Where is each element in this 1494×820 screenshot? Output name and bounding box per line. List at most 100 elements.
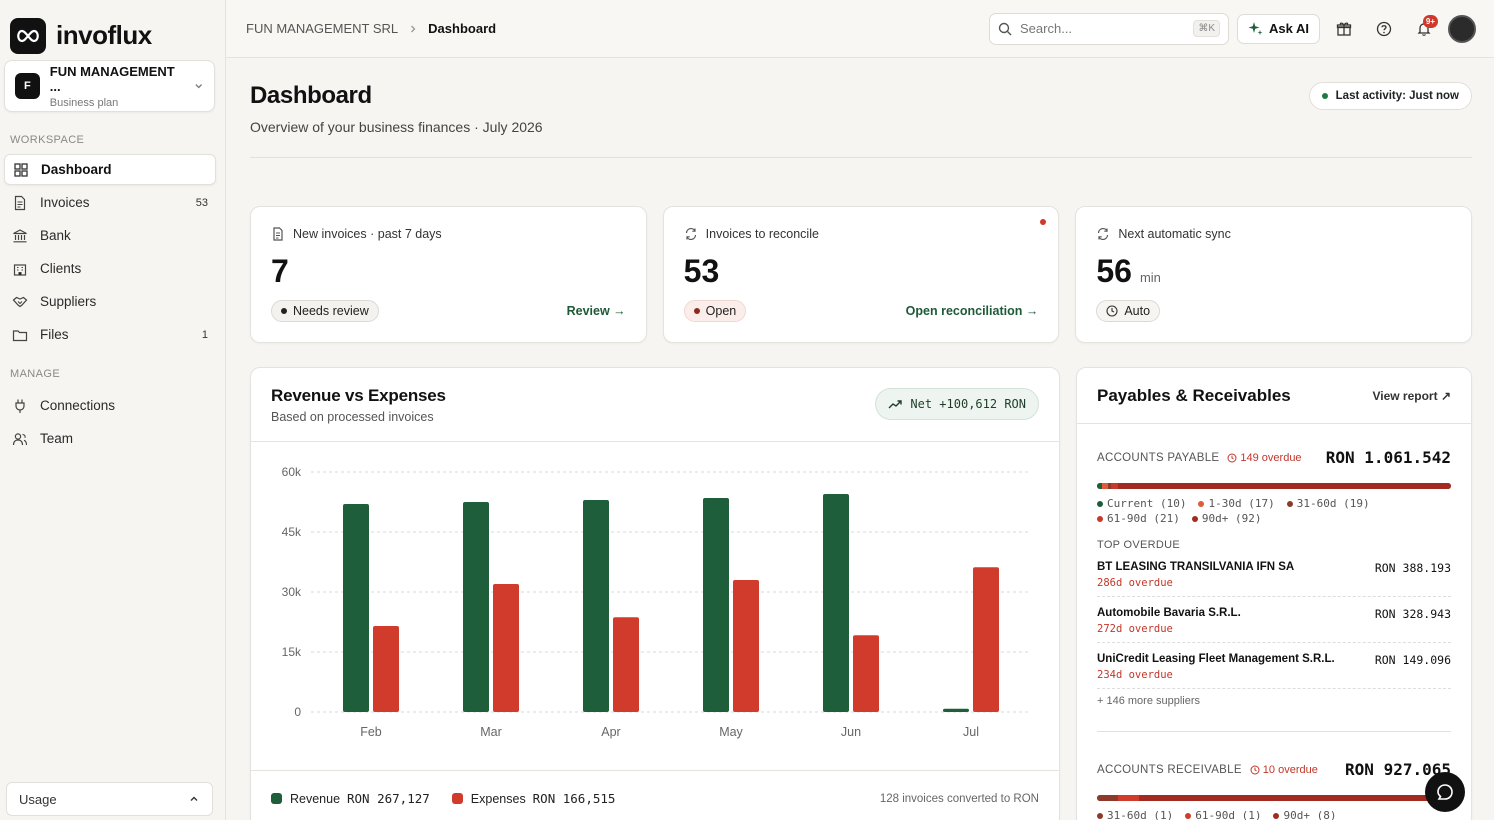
sidebar-item-label: Connections bbox=[40, 398, 116, 413]
stat-label: Next automatic sync bbox=[1118, 227, 1231, 241]
net-value: Net +100,612 RON bbox=[910, 397, 1026, 411]
bar-expenses-jul[interactable] bbox=[973, 567, 999, 712]
stat-card-reconcile: Invoices to reconcile 53 Open Open recon… bbox=[662, 206, 1060, 343]
aging-segment bbox=[1118, 795, 1140, 801]
search-shortcut: ⌘K bbox=[1193, 20, 1221, 37]
topbar: FUN MANAGEMENT SRL Dashboard ⌘K Ask AI bbox=[226, 0, 1494, 58]
net-badge: Net +100,612 RON bbox=[875, 388, 1039, 420]
ap-buckets: Current (10) 1-30d (17) 31-60d (19) 61-90d … bbox=[1097, 497, 1451, 525]
clock-icon bbox=[1106, 305, 1118, 317]
y-tick-label: 0 bbox=[294, 705, 301, 719]
bar-revenue-jun[interactable] bbox=[823, 494, 849, 712]
user-avatar[interactable] bbox=[1448, 14, 1476, 43]
supplier-name: BT LEASING TRANSILVANIA IFN SA bbox=[1097, 561, 1295, 573]
help-button[interactable] bbox=[1368, 13, 1400, 45]
pill-label: Open bbox=[705, 304, 737, 318]
aging-segment bbox=[1118, 483, 1451, 489]
bar-revenue-feb[interactable] bbox=[343, 504, 369, 712]
sidebar-item-team[interactable]: Team bbox=[4, 423, 216, 454]
gift-icon bbox=[1336, 22, 1352, 36]
overdue-row[interactable]: BT LEASING TRANSILVANIA IFN SA 286d over… bbox=[1097, 551, 1451, 597]
sidebar: invoflux F FUN MANAGEMENT ... Business p… bbox=[0, 0, 226, 820]
open-reconciliation-link[interactable]: Open reconciliation → bbox=[905, 304, 1039, 318]
ap-label: ACCOUNTS PAYABLE bbox=[1097, 451, 1220, 464]
view-report-link[interactable]: View report ↗ bbox=[1372, 388, 1451, 403]
bar-revenue-jul[interactable] bbox=[943, 708, 969, 712]
x-tick-label: Apr bbox=[601, 725, 620, 739]
overdue-amount: RON 149.096 bbox=[1374, 653, 1451, 667]
brand-name: invoflux bbox=[56, 20, 152, 50]
review-link[interactable]: Review → bbox=[566, 304, 626, 318]
aging-segment bbox=[1107, 483, 1112, 489]
sidebar-item-label: Dashboard bbox=[41, 162, 112, 177]
ar-label: ACCOUNTS RECEIVABLE bbox=[1097, 763, 1242, 776]
sidebar-item-invoices[interactable]: Invoices 53 bbox=[4, 187, 216, 218]
bar-expenses-may[interactable] bbox=[733, 580, 759, 712]
stat-value: 7 bbox=[271, 253, 289, 289]
bar-revenue-mar[interactable] bbox=[463, 502, 489, 712]
grid-icon bbox=[14, 162, 28, 177]
notifications-button[interactable]: 9+ bbox=[1408, 13, 1440, 45]
bar-expenses-apr[interactable] bbox=[613, 617, 639, 712]
org-plan: Business plan bbox=[49, 96, 119, 109]
legend-expenses: Expenses RON 166,515 bbox=[451, 791, 615, 806]
breadcrumb-org[interactable]: FUN MANAGEMENT SRL bbox=[246, 21, 399, 36]
ask-ai-label: Ask AI bbox=[1269, 21, 1309, 36]
aging-bucket: 31-60d (1) bbox=[1097, 809, 1173, 820]
sidebar-item-label: Bank bbox=[40, 228, 71, 243]
ar-overdue: 10 overdue bbox=[1250, 764, 1318, 776]
ask-ai-button[interactable]: Ask AI bbox=[1237, 13, 1320, 44]
sidebar-item-suppliers[interactable]: Suppliers bbox=[4, 286, 216, 317]
chat-support-button[interactable] bbox=[1425, 772, 1465, 812]
bar-expenses-feb[interactable] bbox=[373, 626, 399, 712]
usage-toggle[interactable]: Usage bbox=[6, 782, 213, 816]
bar-expenses-mar[interactable] bbox=[493, 584, 519, 712]
org-name: FUN MANAGEMENT ... bbox=[49, 63, 175, 94]
aging-segment bbox=[1111, 483, 1119, 489]
ap-aging-bar bbox=[1097, 483, 1451, 489]
more-suppliers-link[interactable]: + 146 more suppliers bbox=[1097, 695, 1451, 732]
ar-total: RON 927.065 bbox=[1345, 760, 1451, 779]
sidebar-item-connections[interactable]: Connections bbox=[4, 390, 216, 421]
stat-label: Invoices to reconcile bbox=[705, 227, 819, 241]
users-icon bbox=[12, 432, 28, 445]
overdue-days: 234d overdue bbox=[1097, 669, 1173, 681]
bar-revenue-may[interactable] bbox=[703, 498, 729, 712]
infinity-logo-icon bbox=[10, 17, 46, 54]
supplier-name: Automobile Bavaria S.R.L. bbox=[1097, 607, 1241, 619]
bar-expenses-jun[interactable] bbox=[853, 635, 879, 712]
overdue-row[interactable]: Automobile Bavaria S.R.L. 272d overdue R… bbox=[1097, 597, 1451, 643]
conversion-note: 128 invoices converted to RON bbox=[879, 792, 1039, 805]
sidebar-item-clients[interactable]: Clients bbox=[4, 253, 216, 284]
sidebar-item-bank[interactable]: Bank bbox=[4, 220, 216, 251]
gift-button[interactable] bbox=[1328, 13, 1360, 45]
sidebar-item-label: Files bbox=[40, 327, 69, 342]
dot-icon bbox=[1097, 500, 1103, 507]
sidebar-item-dashboard[interactable]: Dashboard bbox=[4, 154, 216, 185]
status-pill: Needs review bbox=[271, 300, 379, 322]
x-tick-label: Jul bbox=[963, 725, 979, 739]
bar-revenue-apr[interactable] bbox=[583, 500, 609, 712]
overdue-row[interactable]: UniCredit Leasing Fleet Management S.R.L… bbox=[1097, 643, 1451, 689]
chart-legend: Revenue RON 267,127 Expenses RON 166,515… bbox=[251, 770, 1059, 820]
org-switcher[interactable]: F FUN MANAGEMENT ... Business plan bbox=[4, 60, 215, 112]
chevron-up-icon bbox=[190, 796, 198, 801]
folder-icon bbox=[12, 329, 28, 341]
stat-card-sync: Next automatic sync 56 min Auto bbox=[1075, 206, 1473, 343]
sidebar-item-files[interactable]: Files 1 bbox=[4, 319, 216, 350]
ar-buckets: 31-60d (1) 61-90d (1) 90d+ (8) bbox=[1097, 809, 1451, 820]
search-input[interactable] bbox=[1020, 21, 1186, 36]
aging-bucket: 90d+ (8) bbox=[1273, 809, 1336, 820]
overdue-days: 272d overdue bbox=[1097, 623, 1173, 635]
sidebar-item-label: Team bbox=[40, 431, 74, 446]
notification-count-badge: 9+ bbox=[1422, 14, 1438, 28]
manage-section-label: MANAGE bbox=[10, 368, 61, 380]
search-box[interactable]: ⌘K bbox=[989, 12, 1230, 45]
dot-icon bbox=[1185, 812, 1192, 819]
org-avatar: F bbox=[15, 73, 40, 99]
brand-logo[interactable]: invoflux bbox=[0, 0, 225, 58]
dot-icon bbox=[281, 308, 287, 314]
refresh-icon bbox=[685, 227, 696, 241]
aging-bucket: Current (10) bbox=[1097, 497, 1186, 510]
sidebar-item-label: Suppliers bbox=[40, 294, 97, 309]
